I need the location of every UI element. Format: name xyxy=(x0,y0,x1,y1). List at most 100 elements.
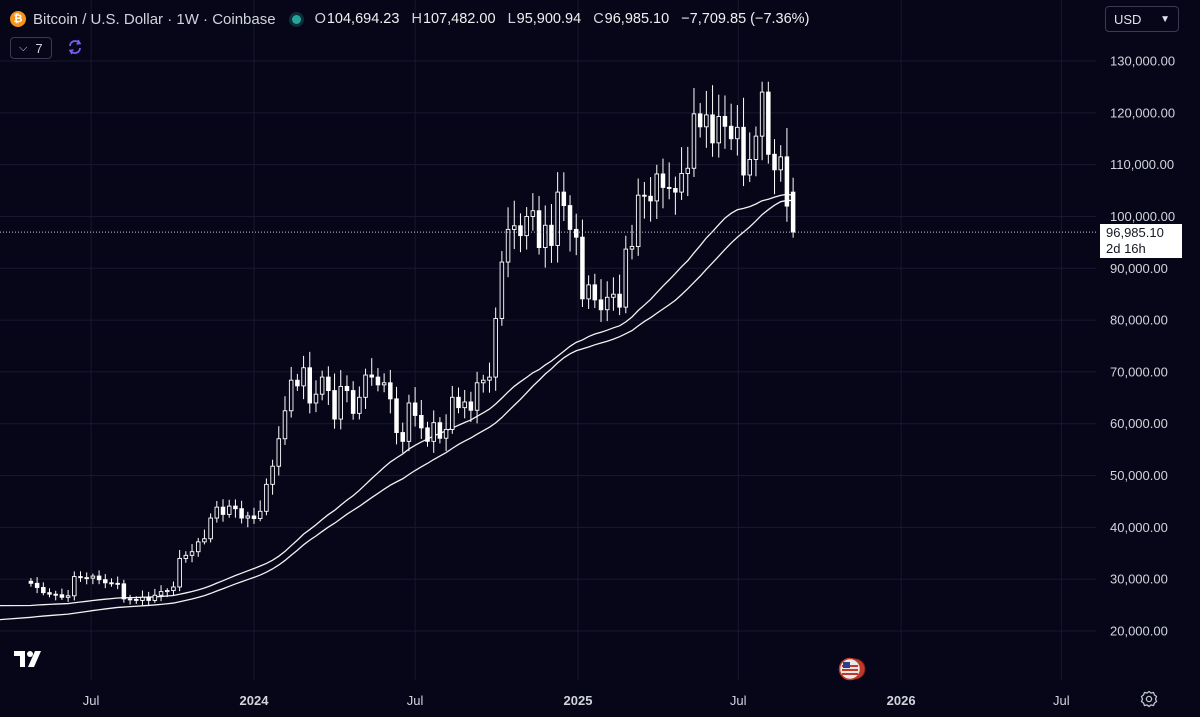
candle xyxy=(790,177,796,238)
candle-body xyxy=(685,167,691,174)
candle-body xyxy=(561,191,567,207)
candle-body xyxy=(474,382,480,411)
candle xyxy=(716,94,722,158)
candle-body xyxy=(654,173,660,202)
candle-body xyxy=(784,156,790,207)
candle xyxy=(555,172,560,263)
candle-body xyxy=(28,580,34,584)
candle xyxy=(611,277,616,311)
candle xyxy=(604,281,610,322)
candle xyxy=(295,373,300,391)
time-tick-label: Jul xyxy=(83,693,100,708)
candle xyxy=(518,213,523,253)
candle xyxy=(103,574,108,589)
currency-select[interactable]: USD ▼ xyxy=(1105,6,1179,32)
candle-body xyxy=(412,402,418,416)
candle xyxy=(412,387,418,427)
candle-body xyxy=(505,228,511,263)
candle-body xyxy=(673,188,678,193)
candle-body xyxy=(140,596,145,601)
candle-body xyxy=(425,427,430,442)
candle-body xyxy=(406,402,412,442)
candle-body xyxy=(586,284,591,300)
candle-body xyxy=(326,376,331,392)
candle-body xyxy=(728,125,734,140)
candle xyxy=(542,205,548,268)
candle-body xyxy=(536,210,542,248)
candle-body xyxy=(96,575,102,581)
candle xyxy=(728,103,734,151)
candle xyxy=(381,373,387,393)
candle-body xyxy=(778,156,783,171)
candle xyxy=(456,387,461,414)
candle-body xyxy=(400,432,405,442)
price-tick-label: 110,000.00 xyxy=(1110,157,1174,172)
candle xyxy=(121,579,127,603)
candle xyxy=(78,571,83,582)
sync-icon[interactable] xyxy=(66,38,84,56)
price-tick-label: 90,000.00 xyxy=(1110,261,1168,276)
price-tick-label: 80,000.00 xyxy=(1110,313,1168,328)
candle-body xyxy=(623,248,629,308)
symbol-title[interactable]: Bitcoin / U.S. Dollar · 1W · Coinbase xyxy=(33,10,276,28)
candle-body xyxy=(617,293,622,308)
indicators-toggle-button[interactable]: ⌵ 7 xyxy=(10,37,52,59)
low-key: L xyxy=(507,11,516,27)
candle xyxy=(394,386,399,445)
gear-icon[interactable] xyxy=(1140,690,1158,708)
candle xyxy=(34,577,40,594)
candle xyxy=(28,577,34,587)
candle xyxy=(140,590,145,606)
tradingview-logo-icon[interactable] xyxy=(14,649,50,669)
candle-body xyxy=(759,91,765,137)
candle-body xyxy=(307,367,313,404)
candle-body xyxy=(462,401,467,409)
candle xyxy=(276,426,282,476)
ma-slow-line xyxy=(0,199,794,621)
candle xyxy=(474,371,480,424)
candle xyxy=(152,588,158,603)
candle-body xyxy=(72,576,77,597)
candle xyxy=(629,224,635,260)
chevron-down-icon: ▼ xyxy=(1160,13,1170,25)
candle xyxy=(487,362,492,393)
candle xyxy=(65,590,71,602)
candle-body xyxy=(592,284,598,301)
time-tick-label: 2025 xyxy=(564,693,593,708)
candle xyxy=(257,500,263,522)
candle-body xyxy=(177,558,182,588)
candle xyxy=(499,251,505,326)
candle-body xyxy=(189,551,195,556)
candle-body xyxy=(363,374,368,398)
candle-body xyxy=(499,261,505,319)
high-key: H xyxy=(411,11,422,27)
candle-body xyxy=(276,438,282,467)
candle-body xyxy=(239,508,244,519)
candle-body xyxy=(257,510,263,520)
candle xyxy=(561,172,567,221)
candle-body xyxy=(772,153,777,171)
us-flag-event-icon[interactable] xyxy=(836,657,866,681)
candle-body xyxy=(493,318,498,378)
price-tick-label: 70,000.00 xyxy=(1110,364,1168,379)
candle xyxy=(313,380,319,413)
candle-body xyxy=(487,376,492,381)
bitcoin-icon[interactable]: ₿ xyxy=(10,11,26,27)
candle xyxy=(468,391,474,423)
candle-body xyxy=(555,191,560,246)
candle-body xyxy=(722,115,728,127)
price-tick-label: 60,000.00 xyxy=(1110,416,1168,431)
current-price-label: 96,985.10 2d 16h xyxy=(1100,224,1182,258)
candle xyxy=(536,195,542,255)
candle-body xyxy=(158,591,164,596)
candle xyxy=(524,207,529,250)
candle-body xyxy=(350,390,356,414)
candle-body xyxy=(115,582,120,585)
candle-body xyxy=(121,583,127,600)
time-tick-label: Jul xyxy=(407,693,424,708)
candle-body xyxy=(34,582,40,588)
candle xyxy=(437,417,443,444)
candle xyxy=(233,499,238,518)
market-status-icon[interactable] xyxy=(291,14,301,24)
